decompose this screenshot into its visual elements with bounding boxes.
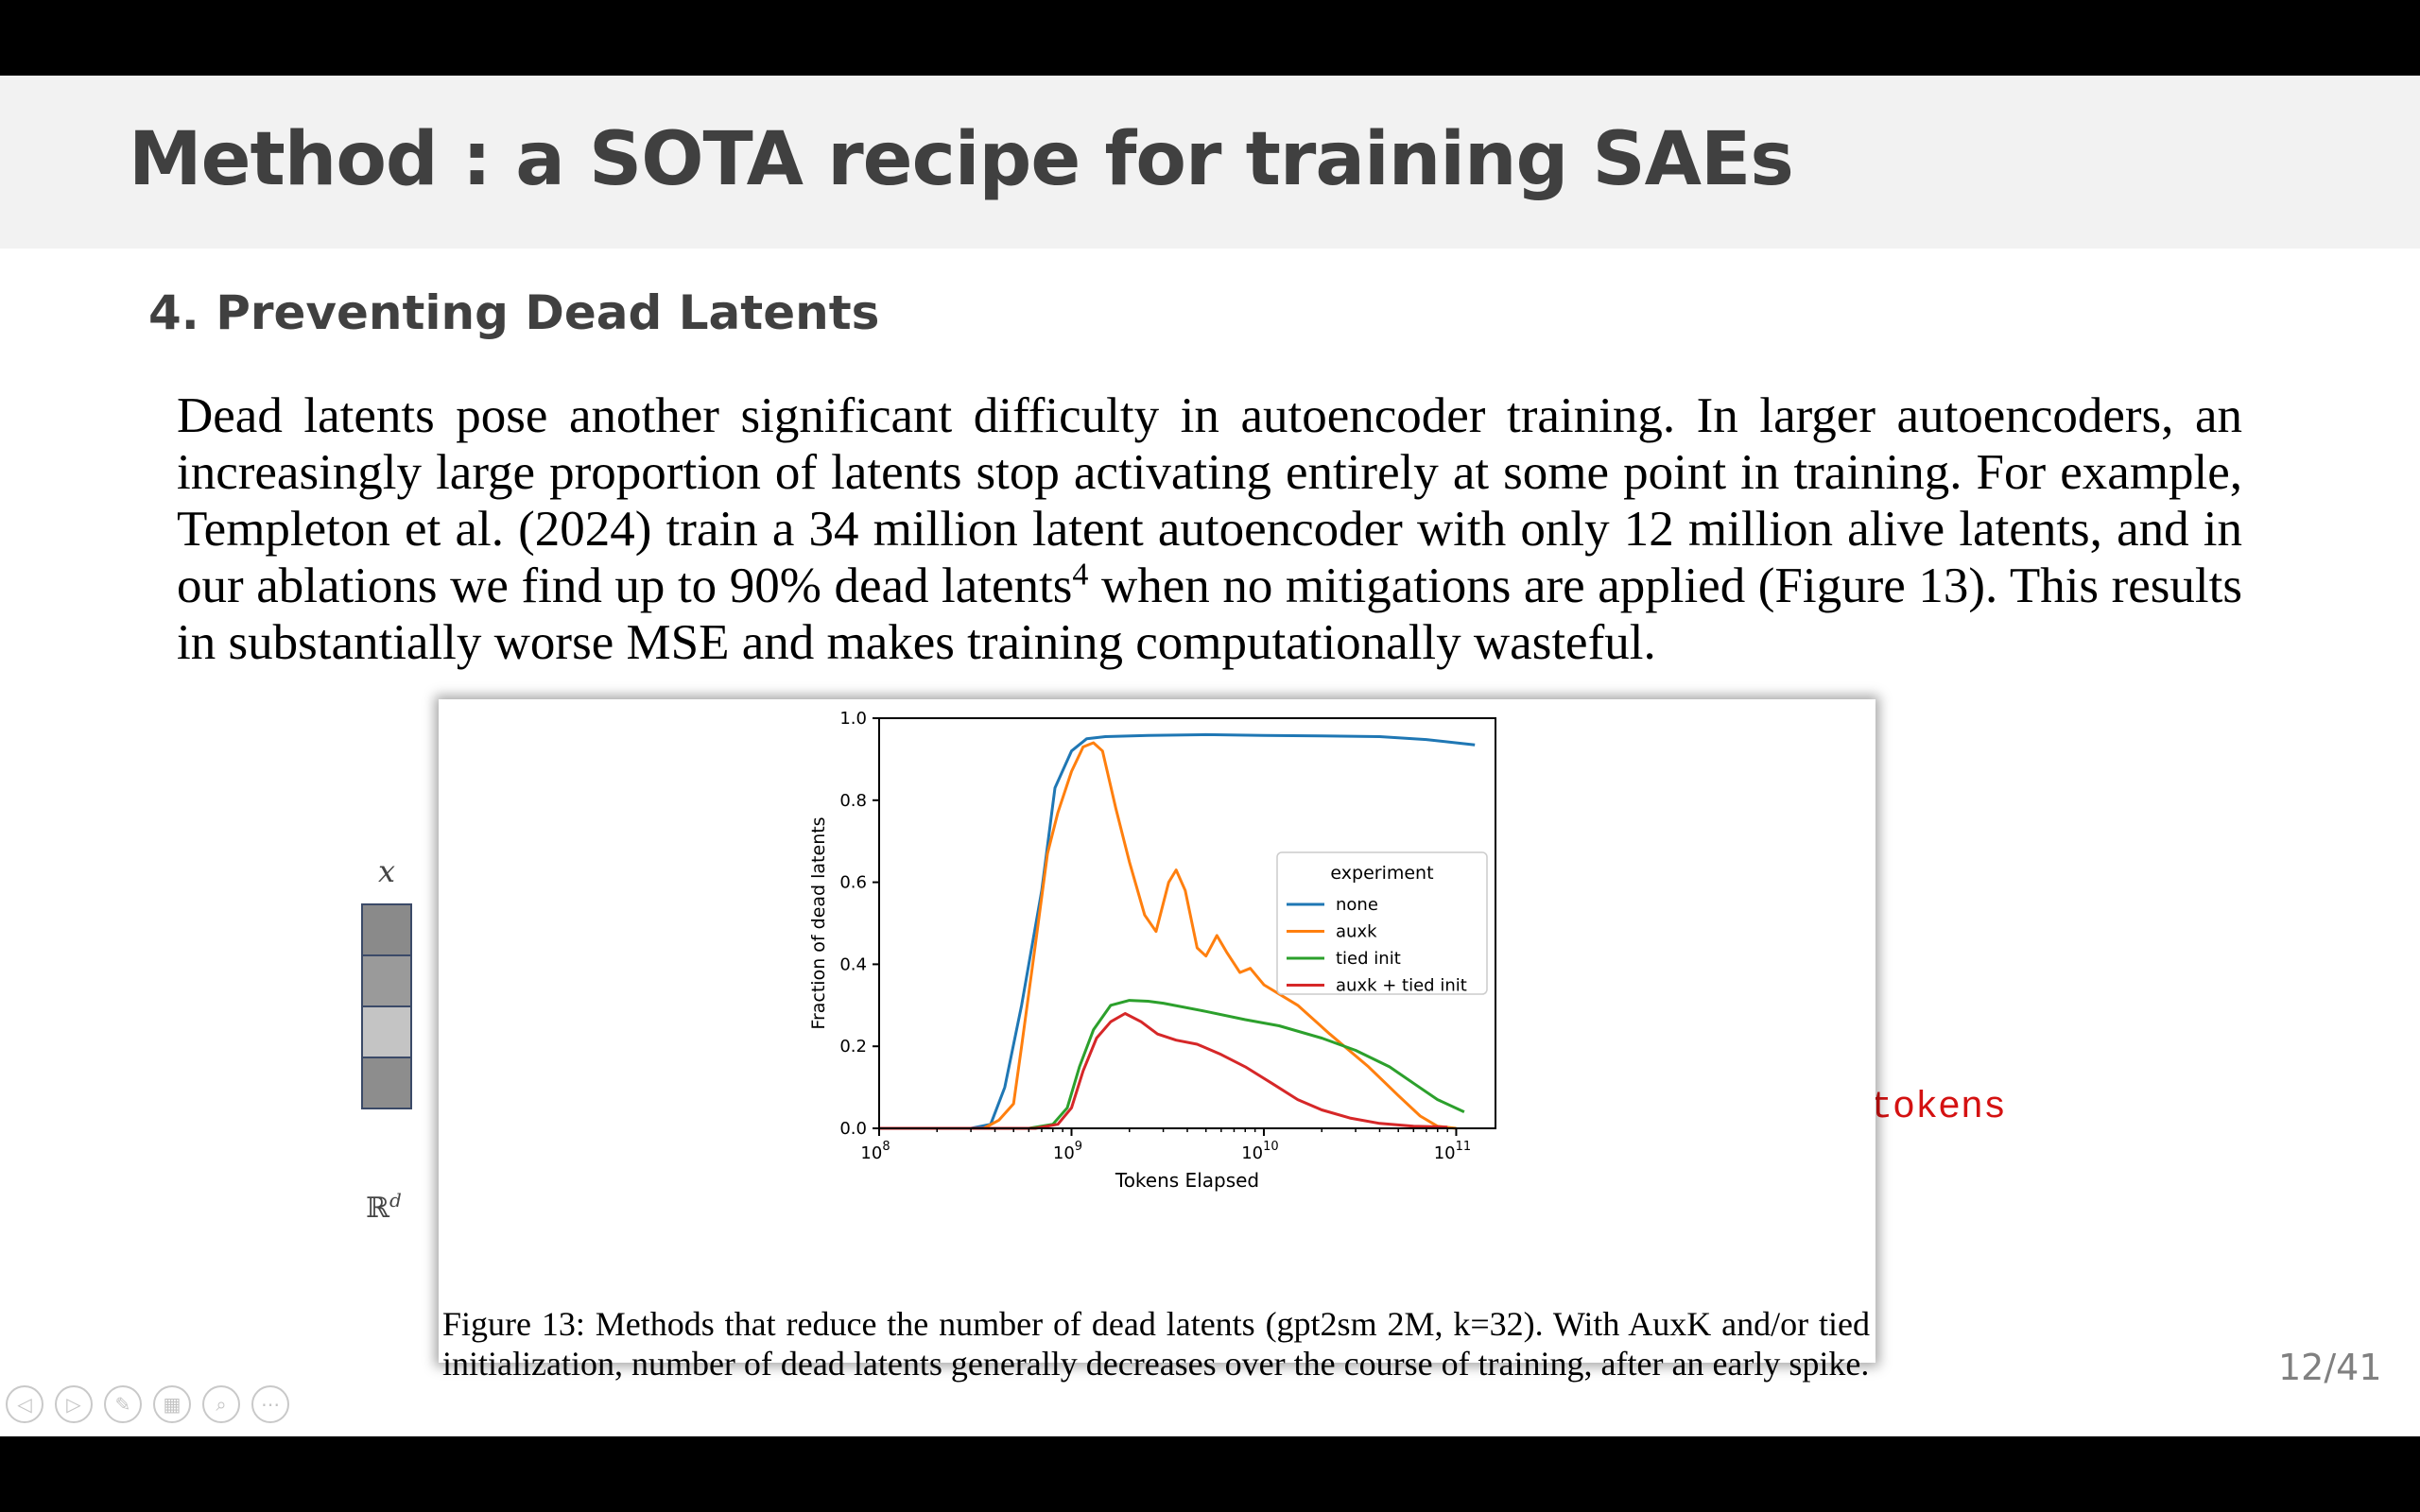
more-options-icon[interactable]: ⋯ — [251, 1385, 289, 1423]
figure-overlay: 0.0 0.2 0.4 0.6 0.8 1.0 108 109 1010 1011 Tokens E… — [439, 699, 1876, 1383]
y-tick-label: 1.0 — [839, 709, 867, 729]
title-band: Method : a SOTA recipe for training SAEs — [0, 76, 2420, 249]
input-vector — [361, 903, 412, 1109]
dimension-superscript: d — [389, 1189, 402, 1211]
page-number: 12/41 — [2278, 1347, 2382, 1388]
legend-entry: none — [1336, 895, 1378, 915]
slide-title: Method : a SOTA recipe for training SAEs — [129, 117, 1794, 202]
vector-cell — [363, 905, 410, 956]
zoom-icon[interactable]: ⌕ — [202, 1385, 240, 1423]
x-tick-label: 1010 — [1241, 1140, 1278, 1163]
x-tick-exponent: 11 — [1456, 1140, 1472, 1154]
section-heading: 4. Preventing Dead Latents — [148, 285, 880, 340]
y-tick-label: 0.0 — [839, 1119, 867, 1139]
figure-caption: Figure 13: Methods that reduce the numbe… — [442, 1305, 1870, 1383]
body-text-part-1: Dead latents pose another significant di… — [177, 388, 2242, 613]
x-tick-label: 109 — [1053, 1140, 1082, 1163]
x-tick-exponent: 8 — [882, 1140, 890, 1154]
vector-cell — [363, 956, 410, 1007]
series-line-auxk — [879, 741, 1457, 1130]
legend-entry: auxk — [1336, 922, 1377, 942]
y-axis-label: Fraction of dead latents — [808, 816, 829, 1029]
legend-box — [1276, 851, 1488, 995]
y-tick-label: 0.6 — [839, 873, 867, 893]
series-line-auxk-tied-init — [879, 1012, 1448, 1130]
body-paragraph: Dead latents pose another significant di… — [177, 387, 2242, 671]
dimension-base: ℝ — [366, 1192, 389, 1225]
legend-entry: tied init — [1336, 949, 1401, 969]
x-tick-exponent: 9 — [1075, 1140, 1082, 1154]
pen-icon[interactable]: ✎ — [104, 1385, 142, 1423]
body-text-part-2: when no mitigations are applied (Figure … — [177, 558, 2242, 670]
y-tick-label: 0.2 — [839, 1037, 867, 1057]
legend-title: experiment — [1330, 863, 1433, 884]
slide: Method : a SOTA recipe for training SAEs… — [0, 76, 2420, 1436]
y-tick-label: 0.8 — [839, 791, 867, 811]
series-line-tied-init — [879, 999, 1465, 1130]
y-tick-label: 0.4 — [839, 954, 867, 974]
vector-cell — [363, 1058, 410, 1108]
slide-sorter-icon[interactable]: ▦ — [153, 1385, 191, 1423]
presentation-controls: ◁ ▷ ✎ ▦ ⌕ ⋯ — [6, 1385, 289, 1423]
previous-slide-icon[interactable]: ◁ — [6, 1385, 43, 1423]
x-tick-exponent: 10 — [1263, 1140, 1279, 1154]
footnote-marker: 4 — [1072, 557, 1089, 593]
x-axis-label: Tokens Elapsed — [1115, 1169, 1259, 1192]
vector-label: x — [378, 853, 396, 889]
legend-entry: auxk + tied init — [1336, 976, 1467, 996]
vector-dimension-label: ℝd — [366, 1189, 402, 1225]
vector-cell — [363, 1007, 410, 1058]
next-slide-icon[interactable]: ▷ — [55, 1385, 93, 1423]
x-tick-label: 1011 — [1434, 1140, 1471, 1163]
series-line-none — [879, 732, 1476, 1130]
x-tick-label: 108 — [860, 1140, 890, 1163]
